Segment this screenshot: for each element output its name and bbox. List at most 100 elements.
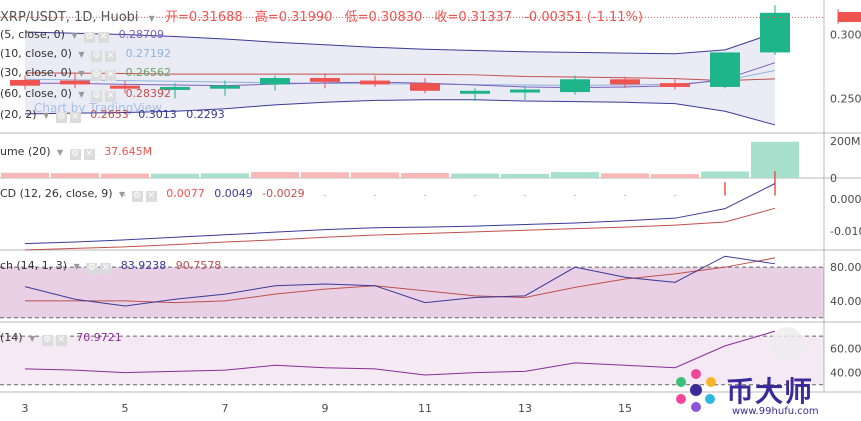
close-icon[interactable]: ✕: [105, 91, 117, 102]
chevron-down-icon[interactable]: ▼: [73, 262, 80, 271]
legend-macd: CD (12, 26, close, 9) ▼ ⚙ ✕ 0.0077 0.0049…: [0, 187, 305, 202]
settings-icon[interactable]: ⚙: [55, 112, 67, 123]
candle-body: [360, 80, 390, 85]
logo-flower-icon: [676, 369, 716, 412]
chevron-down-icon[interactable]: ▼: [78, 90, 85, 99]
price-tick-label: 0.30000: [830, 29, 861, 42]
legend-stoch: ch (14, 1, 3) ▼ ⚙ ✕ 83.9238 90.7578: [0, 259, 221, 274]
macd-tick-label: -0.010: [830, 225, 861, 238]
legend-bb-lower: 0.2293: [186, 108, 225, 121]
chevron-down-icon[interactable]: ▼: [29, 334, 36, 343]
macd-signal-line: [24, 207, 776, 251]
stoch-band: [0, 267, 824, 318]
candle-body: [460, 90, 490, 94]
chevron-down-icon[interactable]: ▼: [148, 14, 155, 23]
candle-body: [710, 52, 740, 87]
close-icon[interactable]: ✕: [105, 70, 117, 81]
volume-bar: [151, 173, 199, 178]
volume-bar: [501, 173, 549, 178]
close-icon[interactable]: ✕: [69, 112, 81, 123]
stoch-tick-label: 40.00: [830, 295, 861, 308]
settings-icon[interactable]: ⚙: [86, 263, 98, 274]
close-icon[interactable]: ✕: [98, 32, 110, 43]
settings-icon[interactable]: ⚙: [91, 51, 103, 62]
close-value: 0.31337: [458, 10, 513, 25]
x-tick-label: 11: [418, 402, 432, 415]
high-label: 高=: [254, 10, 279, 25]
symbol-title: XRP/USDT, 1D, Huobi: [0, 10, 139, 25]
legend-ma30-label: (30, close, 0): [0, 66, 72, 79]
low-value: 0.30830: [368, 10, 423, 25]
settings-icon[interactable]: ⚙: [91, 70, 103, 81]
volume-bar: [1, 172, 49, 178]
legend-stoch-label: ch (14, 1, 3): [0, 259, 68, 272]
chevron-down-icon[interactable]: ▼: [57, 148, 64, 157]
settings-icon[interactable]: ⚙: [69, 149, 81, 160]
legend-ma60-label: (60, close, 0): [0, 87, 72, 100]
high-value: 0.31990: [278, 10, 333, 25]
volume-bar: [51, 173, 99, 178]
close-icon[interactable]: ✕: [83, 149, 95, 160]
chevron-down-icon[interactable]: ▼: [43, 111, 50, 120]
candle-body: [260, 78, 290, 85]
price-tick-label: 0.25000: [830, 92, 861, 105]
candle-body: [610, 79, 640, 85]
logo-url: www.99hufu.com: [732, 406, 819, 417]
volume-bar: [201, 173, 249, 178]
rsi-line: [24, 330, 776, 376]
x-tick-label: 13: [518, 402, 532, 415]
chart-header: XRP/USDT, 1D, Huobi ▼ 开=0.31688 高=0.3199…: [0, 6, 643, 25]
close-icon[interactable]: ✕: [100, 263, 112, 274]
legend-ma5-label: (5, close, 0): [0, 28, 65, 41]
legend-ma10-value: 0.27192: [125, 47, 172, 60]
chevron-down-icon[interactable]: ▼: [78, 50, 85, 59]
macd-line: [24, 183, 776, 245]
settings-icon[interactable]: ⚙: [84, 32, 96, 43]
volume-bar: [551, 172, 599, 178]
legend-ma30: (30, close, 0) ▼ ⚙ ✕ 0.26562: [0, 66, 171, 81]
legend-ma30-value: 0.26562: [125, 66, 172, 79]
settings-icon[interactable]: ⚙: [41, 335, 53, 346]
legend-ma5-value: 0.28709: [118, 28, 165, 41]
stoch-d-line: [25, 257, 776, 304]
candle-body: [510, 89, 540, 93]
volume-bar: [451, 173, 499, 178]
close-icon[interactable]: ✕: [145, 191, 157, 202]
legend-ma60-value: 0.28392: [125, 87, 172, 100]
settings-icon[interactable]: ⚙: [91, 91, 103, 102]
x-tick-label: 7: [222, 402, 229, 415]
last-price-tag: [838, 12, 861, 22]
help-bubble-icon[interactable]: [770, 327, 804, 361]
legend-volume-label: ume (20): [0, 145, 51, 158]
x-tick-label: 3: [22, 402, 29, 415]
legend-macd-hist: 0.0077: [166, 187, 205, 200]
candle-body: [410, 83, 440, 91]
legend-bb: (20, 2) ▼ ⚙ ✕ 0.2653 0.3013 0.2293: [0, 108, 225, 123]
legend-stoch-k: 83.9238: [120, 259, 167, 272]
volume-tick-label: 0: [830, 172, 837, 185]
close-icon[interactable]: ✕: [105, 51, 117, 62]
legend-macd-label: CD (12, 26, close, 9): [0, 187, 113, 200]
legend-rsi-label: (14): [0, 331, 23, 344]
close-label: 收=: [434, 10, 459, 25]
bollinger-lower-line: [24, 99, 776, 126]
candle-body: [60, 80, 90, 85]
chevron-down-icon[interactable]: ▼: [78, 69, 85, 78]
candle-body: [210, 85, 240, 89]
legend-ma10-label: (10, close, 0): [0, 47, 72, 60]
change-value: -0.00351 (-1.11%): [524, 10, 643, 25]
close-icon[interactable]: ✕: [55, 335, 67, 346]
chevron-down-icon[interactable]: ▼: [119, 190, 126, 199]
x-tick-label: 15: [618, 402, 632, 415]
stoch-k-line: [24, 255, 776, 307]
candle-body: [10, 79, 40, 86]
macd-tick-label: 0.000: [830, 193, 861, 206]
chevron-down-icon[interactable]: ▼: [71, 31, 78, 40]
legend-stoch-d: 90.7578: [175, 259, 222, 272]
legend-volume: ume (20) ▼ ⚙ ✕ 37.645M: [0, 145, 152, 160]
legend-bb-upper: 0.3013: [138, 108, 177, 121]
x-tick-label: 9: [322, 402, 329, 415]
candle-body: [310, 78, 340, 82]
settings-icon[interactable]: ⚙: [131, 191, 143, 202]
